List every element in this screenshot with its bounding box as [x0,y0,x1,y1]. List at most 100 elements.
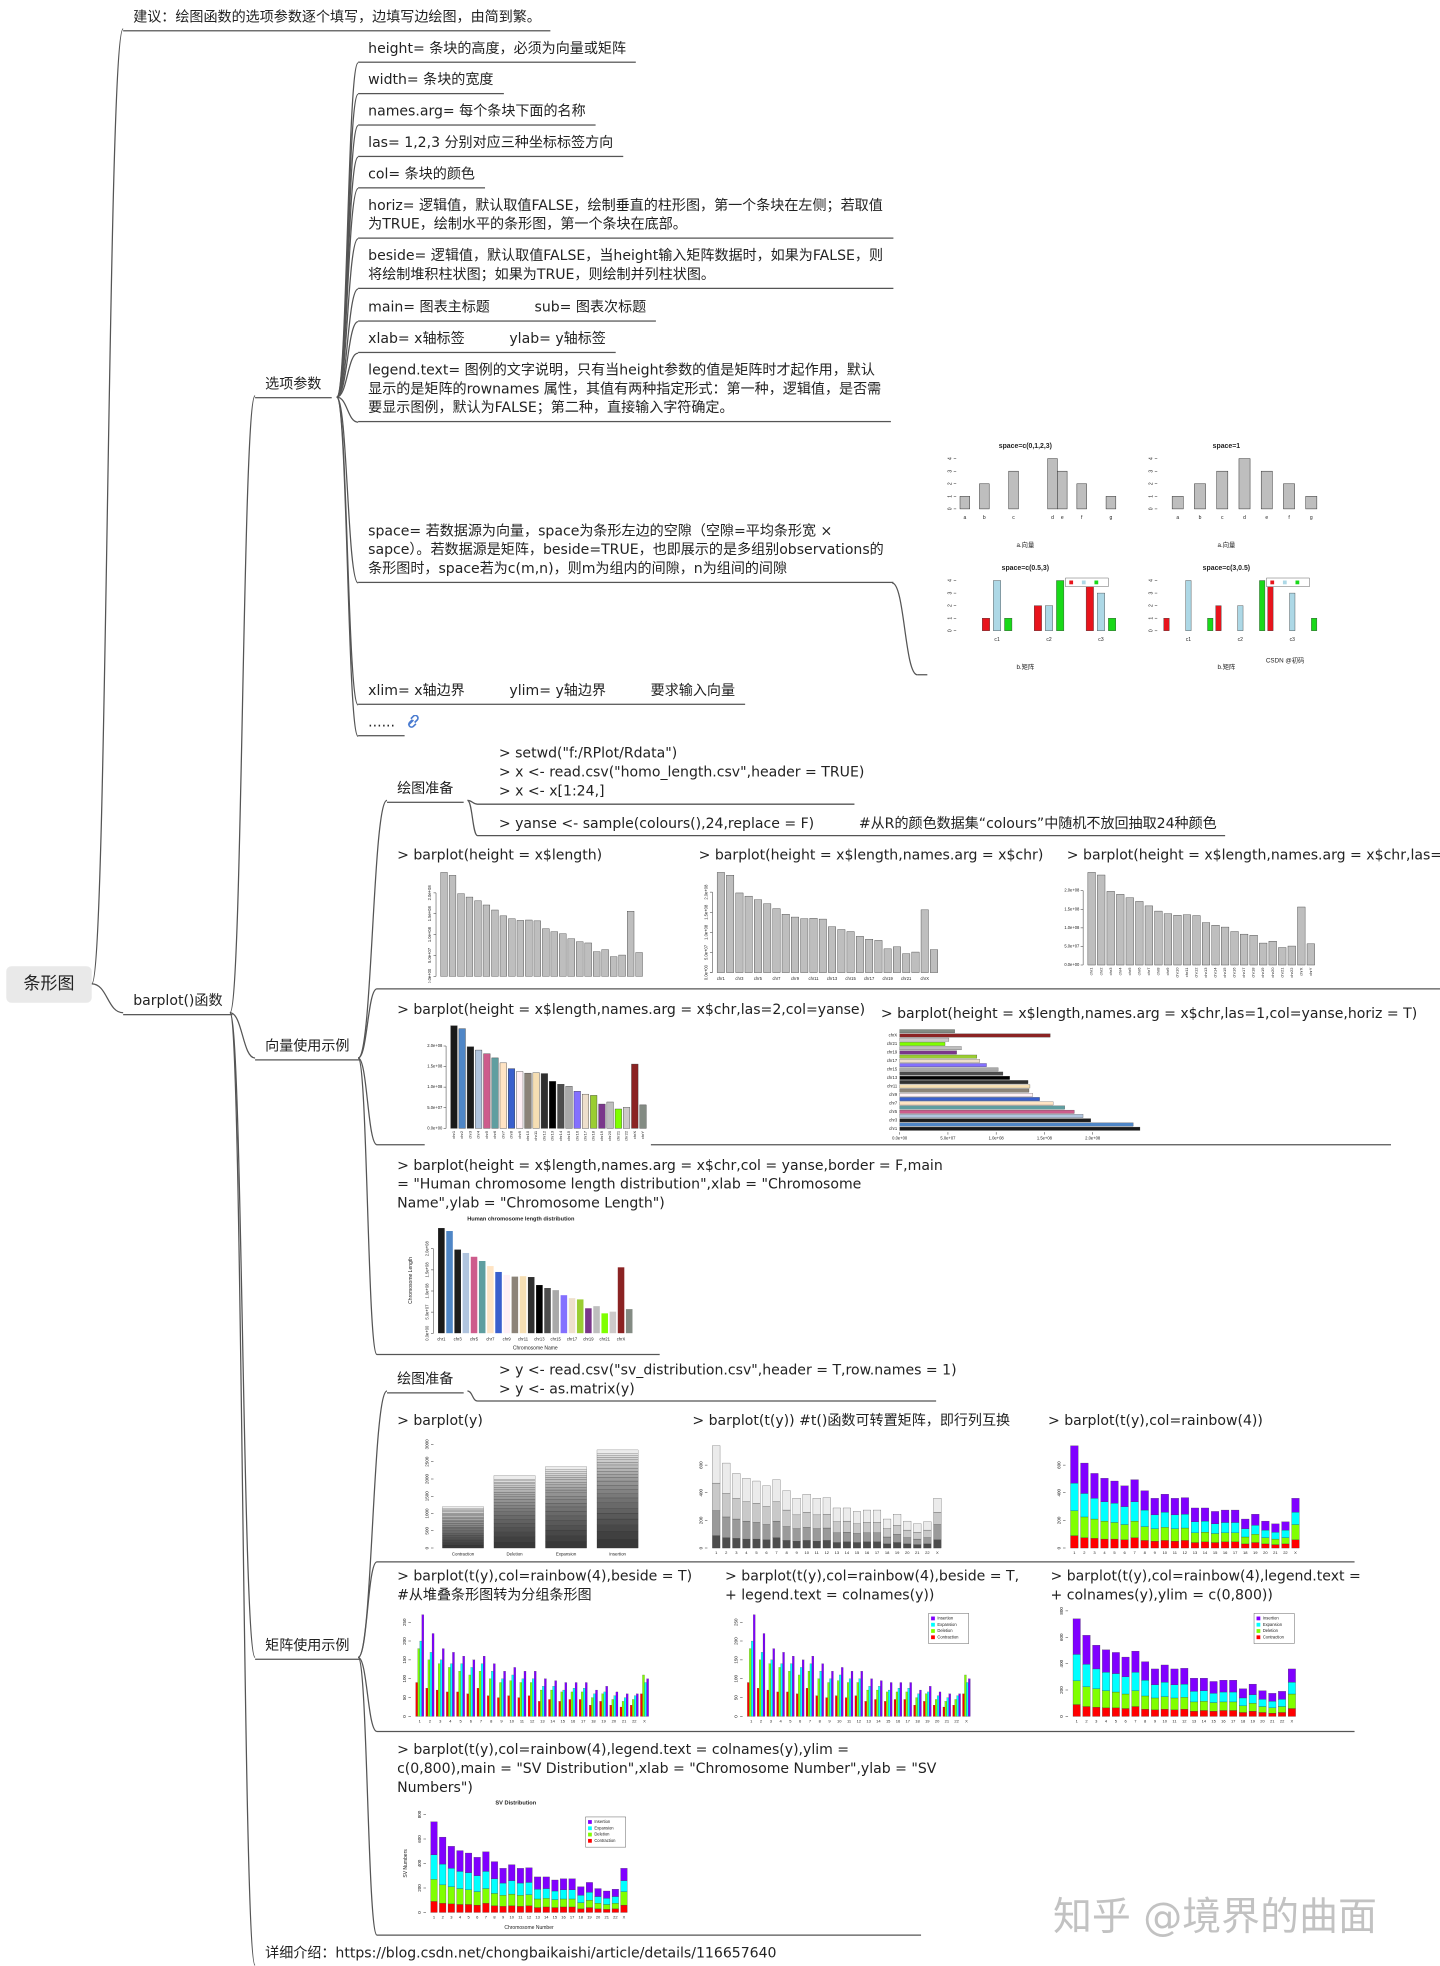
bar [521,1678,525,1717]
bar [456,1691,459,1717]
bar-segment [1080,1516,1089,1538]
bar-segment [1291,1511,1300,1525]
bar-segment [1258,1690,1267,1700]
bar-segment [1150,1514,1159,1529]
bar [899,1067,999,1072]
bar [874,940,883,973]
bar-segment [1121,1676,1130,1695]
bar [966,1682,969,1717]
bar [499,915,507,977]
y-tick-label: 800 [1059,1607,1064,1615]
x-tick-label: 15 [553,1915,558,1920]
bar [462,1656,465,1717]
bar [613,1695,617,1717]
x-tick-label: 14 [876,1719,881,1724]
bar-segment [1291,1524,1300,1540]
x-tick-label: chr17 [583,1130,588,1141]
bar [478,1671,482,1717]
bar [436,1689,439,1717]
bar-segment [447,1846,455,1869]
bar [466,1693,469,1717]
legend-swatch [1094,580,1099,585]
bar [497,1697,500,1717]
bar [1105,496,1117,510]
bar [744,895,753,973]
bar [476,1688,480,1717]
detail-link[interactable]: 详细介绍：https://blog.csdn.net/chongbaikaish… [255,1944,786,1966]
bar [606,1101,614,1129]
bar-segment [516,1868,524,1884]
bar [491,1671,494,1717]
bar-segment [1231,1532,1240,1542]
y-tick-label: 250 [402,1618,407,1626]
x-tick-label: 13 [1193,1550,1198,1555]
bar-segment [1291,1539,1300,1549]
x-tick-label: c1 [994,637,1000,643]
bar-segment [772,1537,781,1549]
bar-segment [1070,1510,1079,1536]
bar-segment [1211,1511,1220,1524]
y-tick-label: 1 [947,495,953,498]
x-tick-label: chr12 [541,1130,546,1141]
prep-node: 绘图准备 [387,779,464,803]
y-tick-label: 400 [1056,1489,1061,1497]
bar-segment [1190,1678,1198,1692]
branch-node: 矩阵使用示例 [255,1636,360,1660]
x-tick-label: 6 [1124,1719,1127,1724]
x-tick-label: chr5 [1127,967,1132,976]
bar [1278,947,1287,966]
connector [91,28,124,985]
bar-segment [863,1541,871,1549]
x-tick-label: chr7 [772,976,781,981]
x-axis-label: Chromosome Name [513,1346,558,1352]
x-tick-label: 4 [1105,1719,1108,1724]
bar-segment [560,1906,567,1913]
legend-swatch [1282,580,1287,585]
y-tick-label: 1 [1148,617,1154,620]
bar-segment [493,1491,536,1495]
watermark: 知乎 @境界的曲面 [1052,1894,1377,1941]
bar [544,1288,551,1334]
text-line: > barplot(t(y),col=rainbow(4)) [1047,1412,1263,1429]
bar [431,1633,435,1717]
bar-segment [782,1490,791,1511]
bar-segment [873,1509,882,1523]
bar-segment [545,1484,587,1488]
bar-segment [508,1864,516,1881]
function-node: barplot()函数 [123,991,233,1016]
x-tick-label: 3 [439,1719,442,1724]
x-tick-label: 2 [1083,1550,1086,1555]
bar [550,931,558,977]
bar [726,875,735,973]
bar-segment [1141,1680,1150,1697]
bar-segment [493,1541,536,1549]
bar-segment [545,1535,587,1542]
bar [1171,496,1184,510]
x-tick-label: 16 [561,1915,566,1920]
y-tick-label: 1.5e+08 [424,1262,429,1278]
bar [446,1691,449,1717]
bar-segment [473,1904,481,1913]
y-tick-label: 50 [402,1695,407,1701]
bar-segment [560,1898,567,1908]
bar-segment [1271,1538,1280,1545]
bar [1045,605,1053,631]
y-tick-label: 0 [947,629,953,632]
y-tick-label: chr5 [889,1109,898,1114]
bar-segment [611,1903,619,1909]
bar [902,953,911,973]
bar [766,1689,769,1717]
y-tick-label: 0 [1059,1715,1064,1718]
bar [595,1689,598,1717]
bar-segment [596,1474,639,1478]
y-tick-label: 2.0e+08 [703,884,708,900]
x-tick-label: 17 [570,1915,575,1920]
bar-segment [1190,1711,1198,1717]
y-tick-label: 2.0e+08 [1064,888,1080,893]
x-tick-label: chr16 [574,1130,579,1141]
bar-segment [542,1898,550,1908]
x-tick-label: 20 [596,1915,601,1920]
x-tick-label: 12 [825,1550,830,1555]
